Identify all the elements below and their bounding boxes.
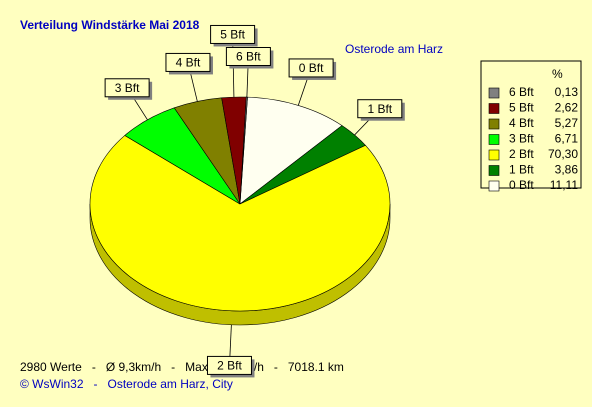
label-box <box>288 58 334 78</box>
legend-label: 6 Bft <box>509 85 534 99</box>
legend-value: 0,13 <box>555 85 579 99</box>
label-box <box>210 24 256 44</box>
slice-label: 5 Bft <box>220 28 245 42</box>
slice-label: 3 Bft <box>115 81 140 95</box>
legend-label: 4 Bft <box>509 116 534 130</box>
legend-label: 3 Bft <box>509 132 534 146</box>
label-box <box>206 355 252 375</box>
legend-value: 70,30 <box>548 147 578 161</box>
chart-title: Verteilung Windstärke Mai 2018 <box>20 18 200 32</box>
slice-label: 2 Bft <box>217 359 242 373</box>
legend-label: 2 Bft <box>509 147 534 161</box>
legend-swatch <box>488 103 500 114</box>
credit: © WsWin32 - Osterode am Harz, City <box>20 377 233 391</box>
legend-swatch <box>488 118 500 130</box>
label-box <box>225 46 271 66</box>
legend-swatch <box>488 134 500 145</box>
legend-swatch <box>488 149 500 161</box>
legend-value: 11,11 <box>550 178 579 192</box>
slice-label: 4 Bft <box>176 56 201 70</box>
legend-value: 3,86 <box>555 163 579 177</box>
legend-value: 2,62 <box>555 101 579 115</box>
legend-swatch <box>488 87 500 99</box>
legend-value: 5,27 <box>555 116 579 130</box>
legend-swatch <box>488 165 500 176</box>
legend-value: 6,71 <box>555 132 579 146</box>
chart-subtitle: Osterode am Harz <box>345 42 443 56</box>
slice-label: 1 Bft <box>367 102 392 116</box>
legend-label: 1 Bft <box>509 163 534 177</box>
slice <box>89 135 391 312</box>
label-box <box>104 78 150 98</box>
label-box <box>165 52 211 72</box>
legend-label: 5 Bft <box>509 101 534 115</box>
slice-label: 0 Bft <box>299 61 324 75</box>
slice <box>239 96 343 205</box>
legend-header: % <box>552 67 563 81</box>
footer: 2980 Werte - Ø 9,3km/h - Max. 43,2km/h -… <box>20 360 344 374</box>
slice-label: 6 Bft <box>236 50 261 64</box>
legend-label: 0 Bft <box>509 178 534 192</box>
legend-swatch <box>488 180 500 192</box>
label-box <box>357 99 403 119</box>
